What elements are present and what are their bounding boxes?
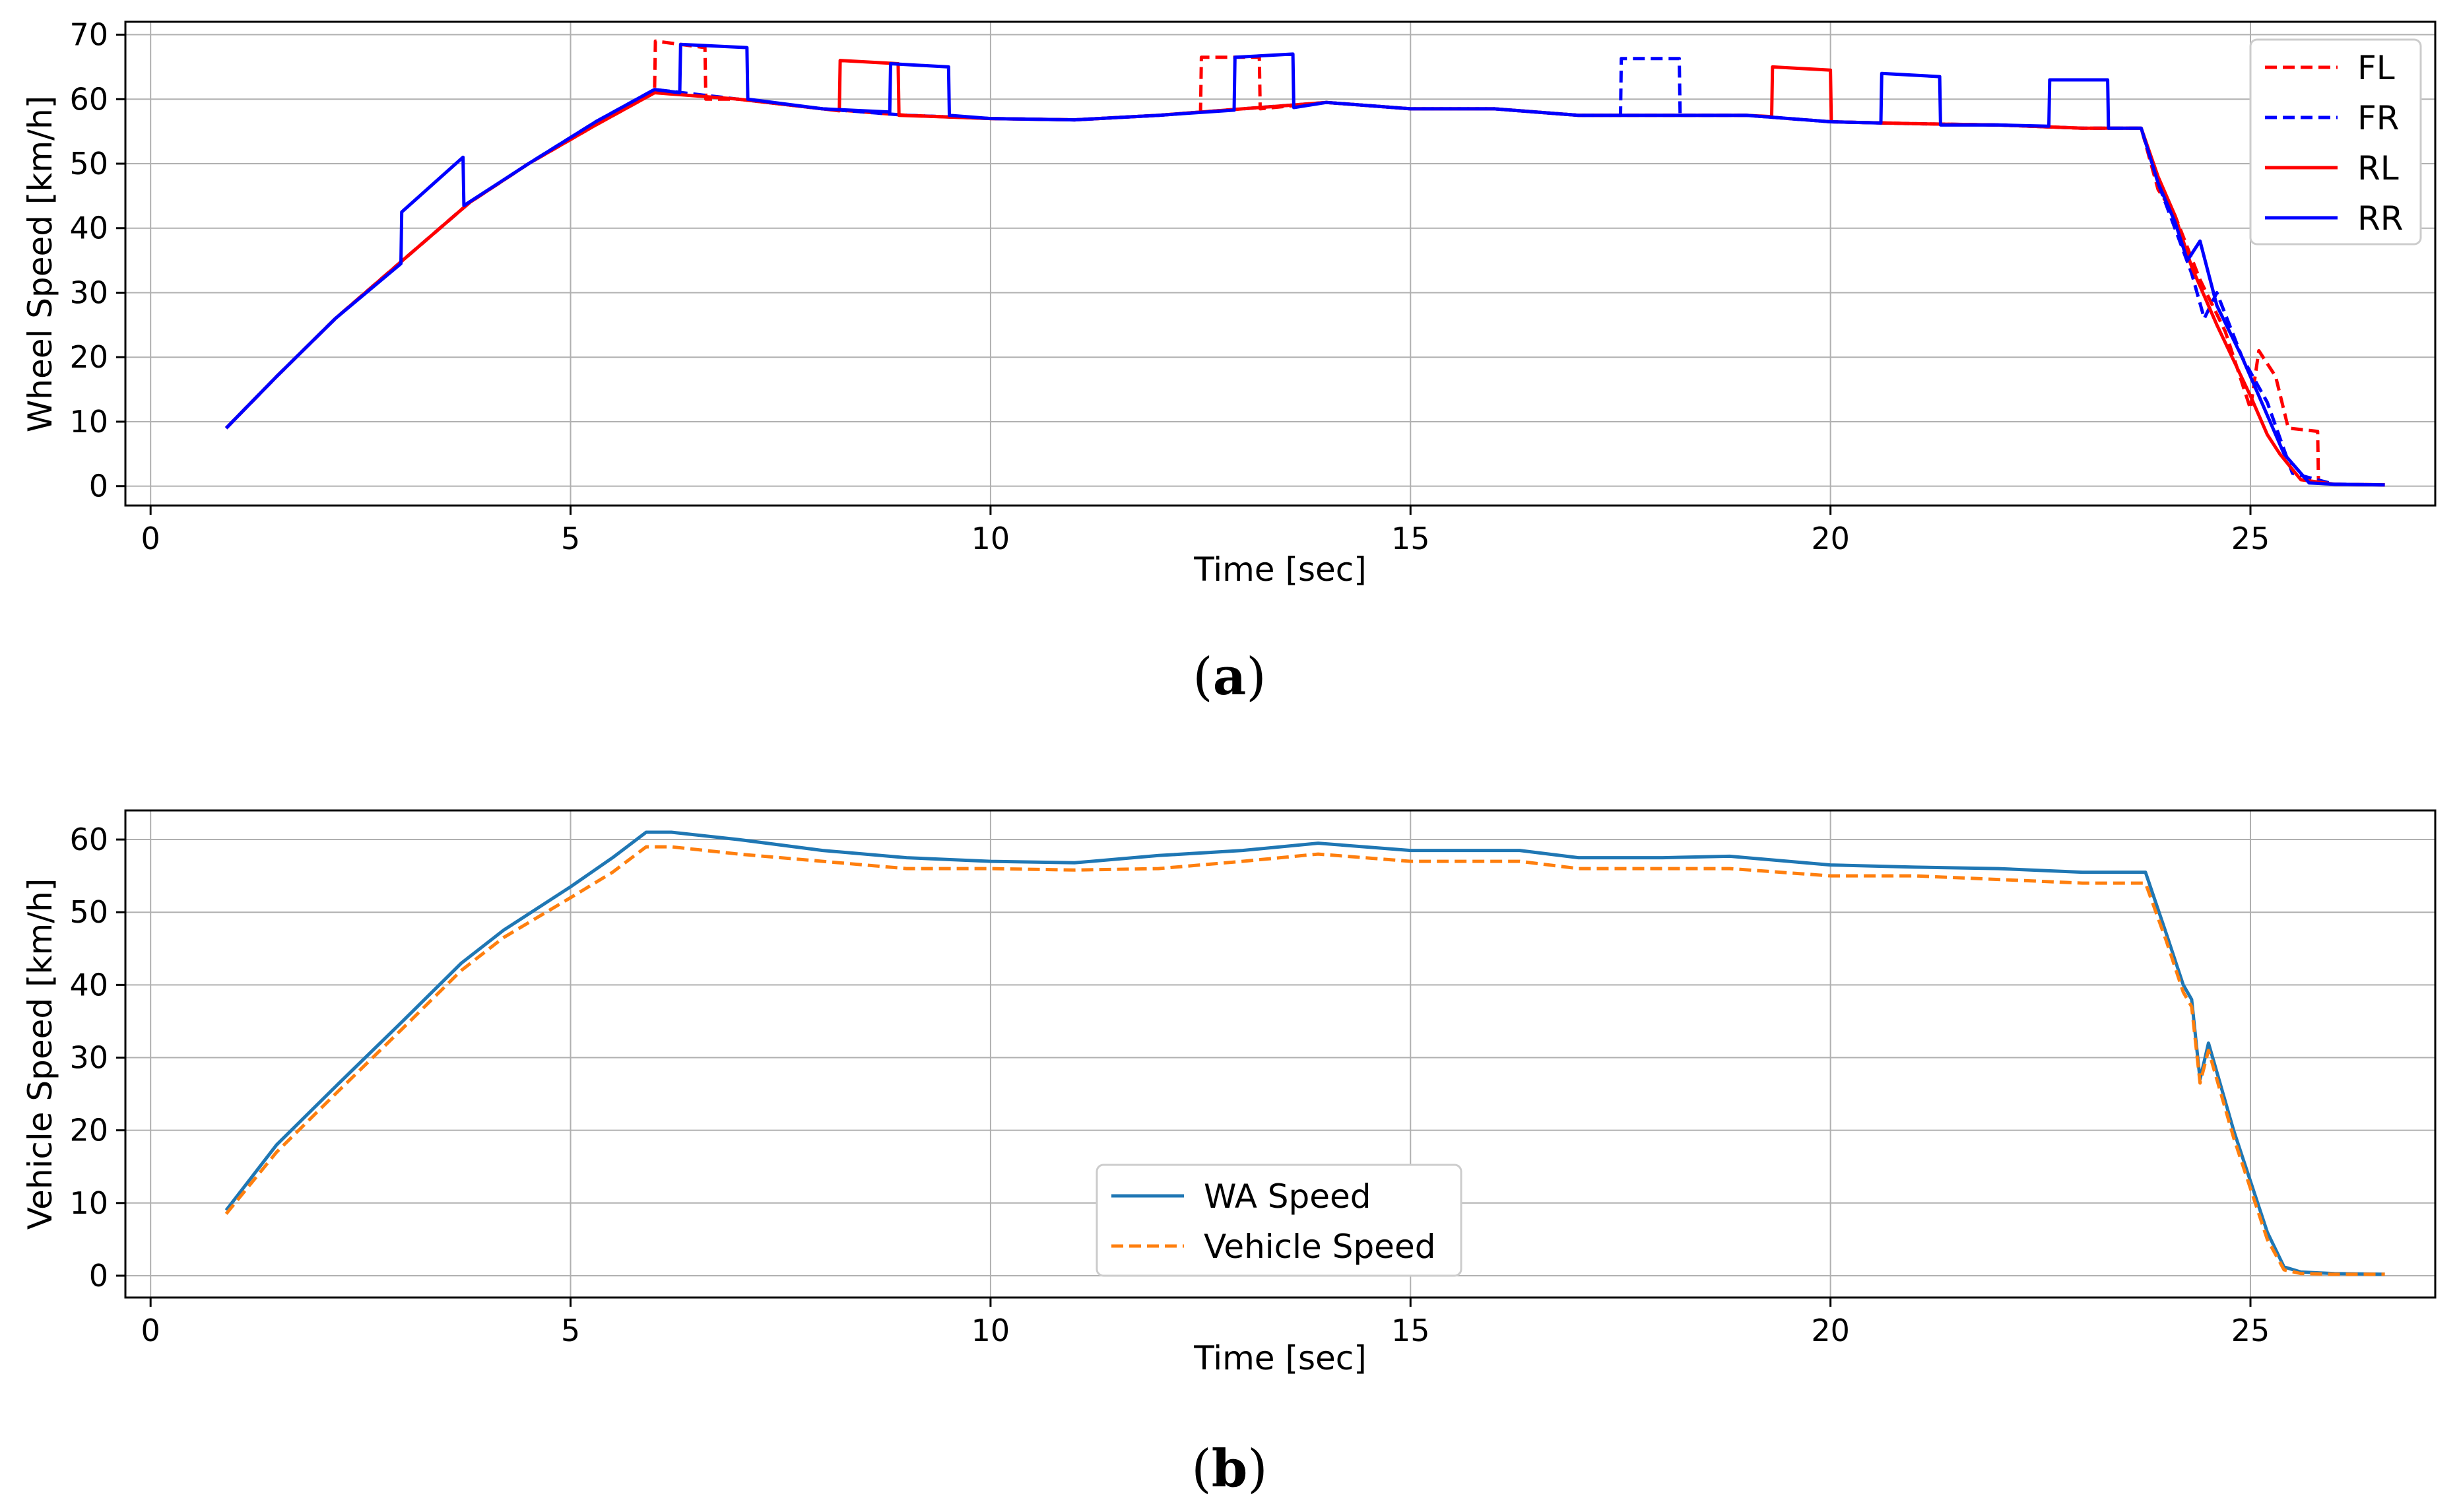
legend-box-a (2249, 38, 2422, 246)
legend-label: WA Speed (1204, 1177, 1371, 1216)
legend-label: RR (2357, 199, 2403, 238)
x-tick-label: 25 (2231, 1313, 2270, 1348)
x-axis-label-a: Time [sec] (1193, 550, 1367, 589)
plot-frame-a (124, 20, 2437, 507)
y-tick-label: 70 (69, 17, 108, 53)
legend-label: FR (2357, 99, 2400, 137)
x-tick-label: 20 (1811, 1313, 1850, 1348)
y-axis-label-b: Vehicle Speed [km/h] (21, 878, 59, 1230)
vehicle-speed-chart: 0 5 10 15 20 25 0 10 20 30 40 50 60 Time [sec] Vehic… (21, 809, 2437, 1377)
series-group-b (224, 830, 2385, 1276)
legend-label: FL (2357, 49, 2395, 87)
y-tick-label: 10 (69, 1185, 108, 1221)
y-tick-label: 60 (69, 81, 108, 117)
x-tick-label: 0 (141, 1313, 160, 1348)
y-tick-label: 20 (69, 1113, 108, 1148)
y-tick-label: 30 (69, 275, 108, 310)
y-tick-label: 40 (69, 967, 108, 1003)
ticks-a: 0 5 10 15 20 25 0 10 20 30 40 50 60 70 (69, 17, 2270, 556)
y-tick-label: 10 (69, 404, 108, 440)
x-tick-label: 25 (2231, 521, 2270, 556)
y-tick-label: 50 (69, 146, 108, 181)
x-tick-label: 5 (561, 1313, 580, 1348)
caption-a-letter: a (1212, 647, 1247, 707)
ticks-b: 0 5 10 15 20 25 0 10 20 30 40 50 60 (69, 822, 2270, 1348)
legend-label: Vehicle Speed (1204, 1228, 1435, 1266)
x-tick-label: 15 (1391, 1313, 1430, 1348)
x-tick-label: 15 (1391, 521, 1430, 556)
x-tick-label: 20 (1811, 521, 1850, 556)
series-line-rr (224, 42, 2385, 487)
y-tick-label: 40 (69, 211, 108, 246)
x-tick-label: 10 (971, 1313, 1010, 1348)
series-line-vehicle-speed (224, 845, 2385, 1276)
y-tick-label: 60 (69, 822, 108, 857)
y-tick-label: 30 (69, 1040, 108, 1076)
legend-label: RL (2357, 149, 2399, 187)
series-line-wa-speed (224, 830, 2385, 1276)
x-axis-label-b: Time [sec] (1193, 1339, 1367, 1377)
wheel-speed-chart: 0 5 10 15 20 25 0 10 20 30 40 50 60 70 Time [sec] Whe… (21, 17, 2437, 589)
y-tick-label: 0 (89, 1258, 108, 1294)
series-group-a (224, 39, 2385, 487)
plot-area-a (125, 22, 2435, 506)
y-axis-label-a: Wheel Speed [km/h] (21, 96, 59, 432)
caption-b: (b) (1191, 1439, 1268, 1499)
plot-frame-b (124, 809, 2437, 1299)
y-tick-label: 20 (69, 339, 108, 375)
legend-box-b (1096, 1164, 1462, 1277)
x-tick-label: 5 (561, 521, 580, 556)
legend-b: WA Speed Vehicle Speed (1096, 1164, 1462, 1277)
legend-a: FL FR RL RR (2249, 38, 2422, 246)
x-tick-label: 10 (971, 521, 1010, 556)
y-tick-label: 0 (89, 469, 108, 504)
caption-a: (a) (1193, 647, 1266, 707)
y-tick-label: 50 (69, 894, 108, 930)
caption-b-letter: b (1211, 1439, 1248, 1499)
x-tick-label: 0 (141, 521, 160, 556)
